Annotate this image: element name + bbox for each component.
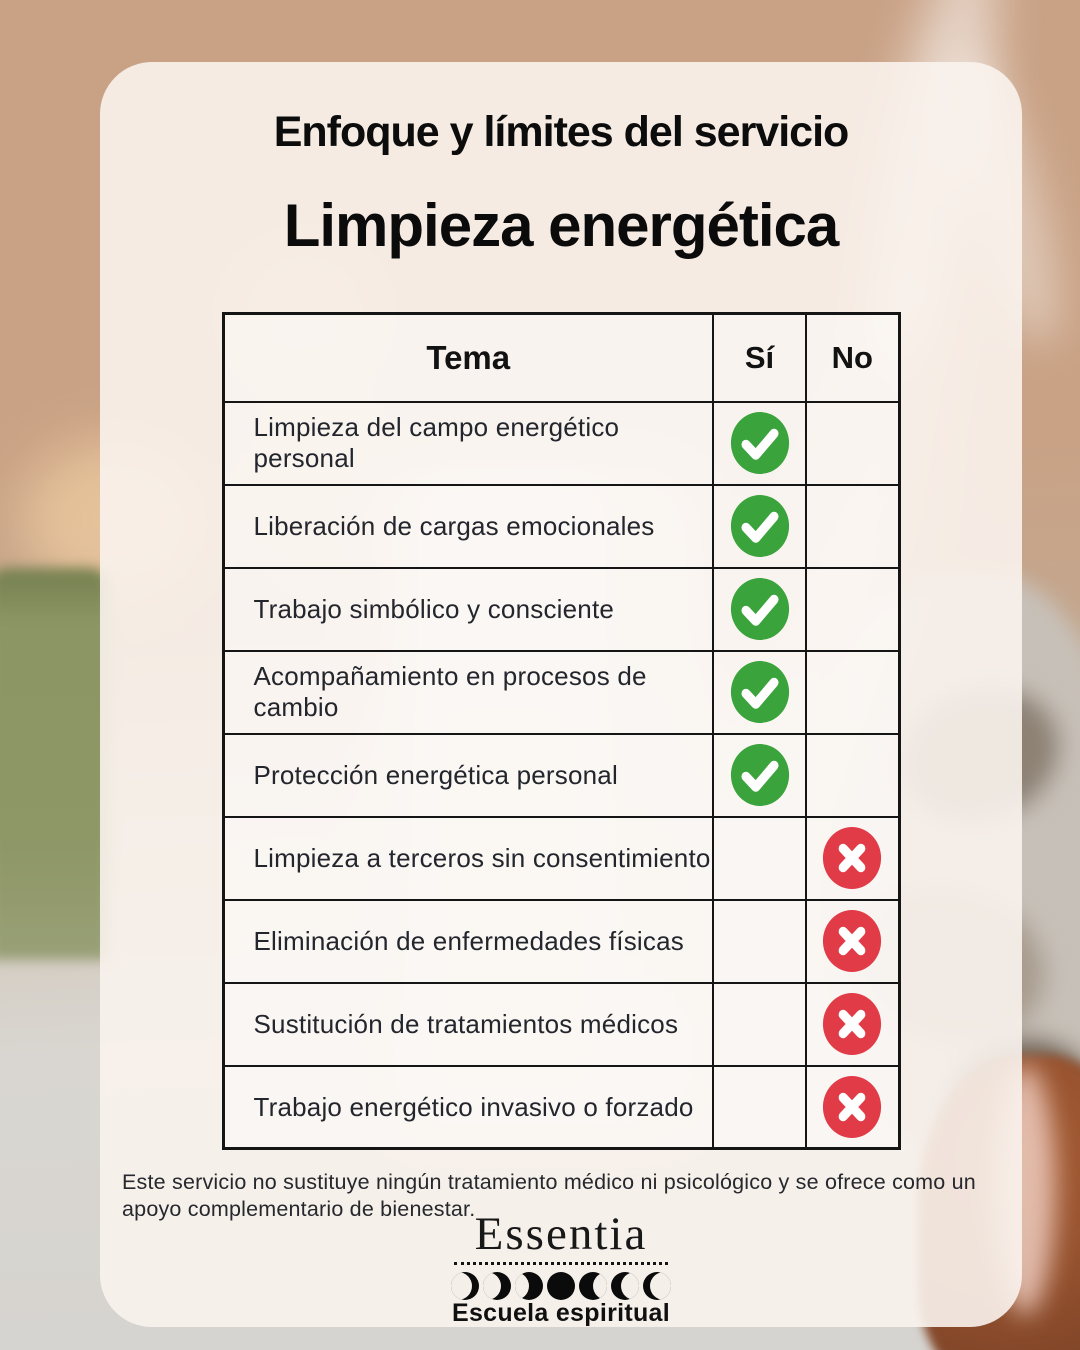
table-row: Liberación de cargas emocionales: [222, 483, 900, 569]
topic-cell: Trabajo energético invasivo o forzado: [222, 1064, 714, 1150]
cross-icon: [823, 993, 882, 1056]
moon-phases-row: [100, 1271, 1022, 1300]
table-body: Limpieza del campo energético personal Li…: [222, 400, 900, 1150]
empty-cell: [805, 732, 900, 818]
table-header-row: Tema Sí No: [222, 312, 900, 403]
topic-cell: Limpieza a terceros sin consentimiento: [222, 815, 714, 901]
empty-cell: [712, 1064, 807, 1150]
column-header-no: No: [805, 312, 900, 403]
table-row: Acompañamiento en procesos de cambio: [222, 649, 900, 735]
waning-gibbous-icon: [579, 1271, 607, 1300]
full-moon-icon: [547, 1271, 575, 1300]
waning-crescent-medium-icon: [611, 1271, 639, 1300]
service-scope-table: Tema Sí No Limpieza del campo energético…: [221, 312, 901, 1151]
check-icon: [730, 744, 789, 807]
page-subtitle: Limpieza energética: [283, 192, 840, 260]
topic-cell: Acompañamiento en procesos de cambio: [222, 649, 714, 735]
topic-cell: Sustitución de tratamientos médicos: [222, 981, 714, 1067]
check-icon: [730, 495, 789, 558]
table-row: Trabajo energético invasivo o forzado: [222, 1064, 900, 1150]
check-icon: [730, 578, 789, 641]
cross-icon: [823, 1076, 882, 1139]
cross-cell: [805, 815, 900, 901]
cross-cell: [805, 898, 900, 984]
topic-cell: Protección energética personal: [222, 732, 714, 818]
table-row: Trabajo simbólico y consciente: [222, 566, 900, 652]
brand-tagline: Escuela espiritual: [452, 1299, 670, 1328]
cross-cell: [805, 981, 900, 1067]
cross-icon: [823, 827, 882, 890]
topic-cell: Limpieza del campo energético personal: [222, 400, 714, 486]
page-title: Enfoque y límites del servicio: [273, 108, 850, 156]
disclaimer-text: Este servicio no sustituye ningún tratam…: [122, 1170, 976, 1221]
table-row: Sustitución de tratamientos médicos: [222, 981, 900, 1067]
empty-cell: [712, 981, 807, 1067]
empty-cell: [805, 483, 900, 569]
cross-icon: [823, 910, 882, 973]
content-card: Enfoque y límites del servicio Limpieza …: [100, 62, 1022, 1327]
cross-cell: [805, 1064, 900, 1150]
empty-cell: [805, 566, 900, 652]
column-header-si: Sí: [712, 312, 807, 403]
check-icon: [730, 661, 789, 724]
brand-block: Essentia Escuela espiritual: [100, 1207, 1022, 1328]
topic-cell: Trabajo simbólico y consciente: [222, 566, 714, 652]
waxing-gibbous-icon: [515, 1271, 543, 1300]
empty-cell: [712, 898, 807, 984]
empty-cell: [805, 649, 900, 735]
column-header-tema: Tema: [222, 312, 714, 403]
waxing-crescent-medium-icon: [483, 1271, 511, 1300]
topic-cell: Eliminación de enfermedades físicas: [222, 898, 714, 984]
topic-cell: Liberación de cargas emocionales: [222, 483, 714, 569]
waning-crescent-thin-icon: [643, 1271, 671, 1300]
check-cell: [712, 566, 807, 652]
table-row: Limpieza del campo energético personal: [222, 400, 900, 486]
table-row: Eliminación de enfermedades físicas: [222, 898, 900, 984]
green-candle-image: [0, 568, 110, 960]
waxing-crescent-thin-icon: [451, 1271, 479, 1300]
empty-cell: [805, 400, 900, 486]
check-cell: [712, 649, 807, 735]
empty-cell: [712, 815, 807, 901]
check-icon: [730, 412, 789, 475]
table-row: Protección energética personal: [222, 732, 900, 818]
dotted-divider: [454, 1262, 668, 1266]
check-cell: [712, 732, 807, 818]
check-cell: [712, 483, 807, 569]
table-row: Limpieza a terceros sin consentimiento: [222, 815, 900, 901]
check-cell: [712, 400, 807, 486]
brand-name: Essentia: [474, 1207, 648, 1260]
